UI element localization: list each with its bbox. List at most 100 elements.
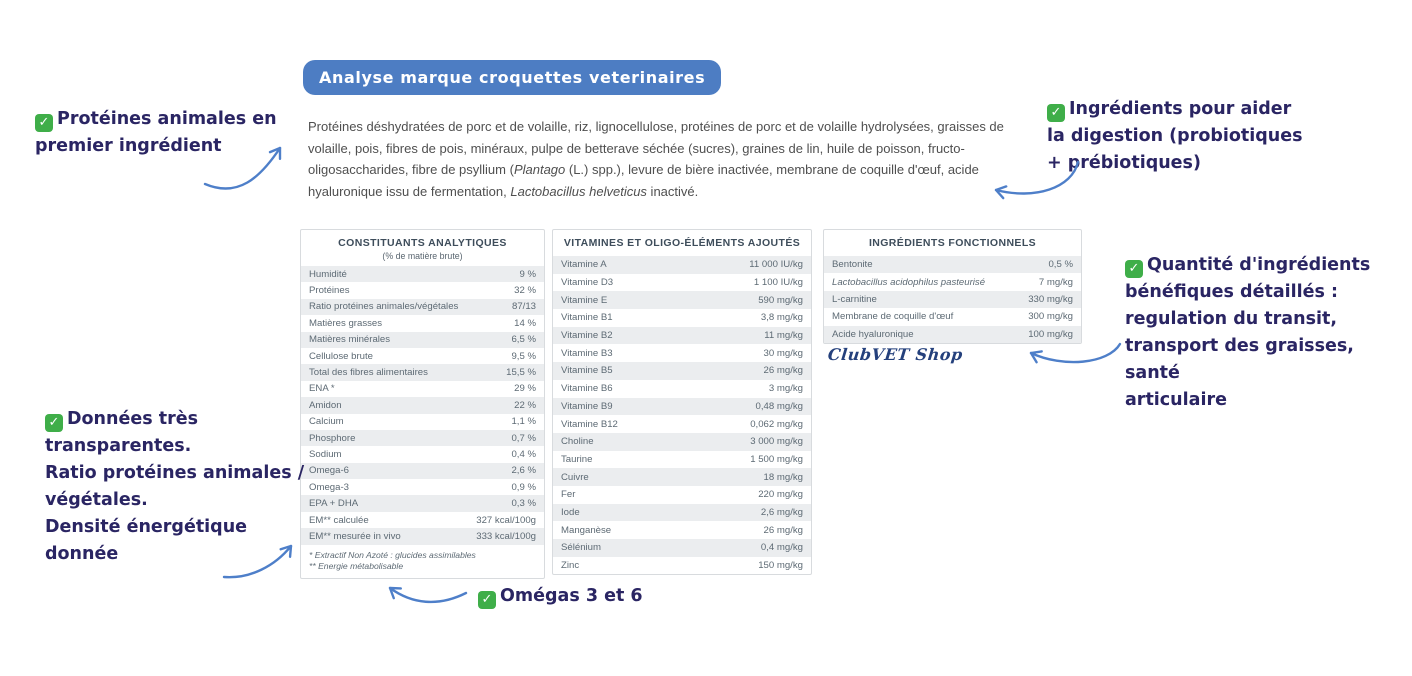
row-label: Manganèse [561, 524, 612, 536]
table-row: Calcium 1,1 % [301, 414, 544, 430]
annotation-transparency: ✓ Données très transparentes. Ratio proté… [45, 406, 320, 568]
row-value: 0,3 % [511, 498, 536, 510]
row-value: 0,7 % [511, 432, 536, 444]
row-value: 22 % [514, 399, 536, 411]
row-label: Choline [561, 436, 594, 448]
ingredients-segment: Protéines déshydratées de porc et de vol… [308, 119, 1004, 177]
row-label: Sodium [309, 448, 342, 460]
row-value: 15,5 % [506, 367, 536, 379]
annotation-text: Données très transparentes. Ratio protéi… [45, 409, 305, 564]
row-label: Vitamine B1 [561, 312, 613, 324]
annotation-text: Quantité d'ingrédients bénéfiques détail… [1125, 255, 1371, 410]
row-value: 7 mg/kg [1038, 276, 1073, 288]
ingredients-segment: inactivé. [646, 183, 699, 199]
row-value: 9 % [519, 268, 536, 280]
row-value: 18 mg/kg [763, 471, 803, 483]
footnote-line: * Extractif Non Azoté : glucides assimil… [309, 549, 476, 560]
ingredients-segment: Plantago [513, 162, 566, 177]
table-row: Cellulose brute 9,5 % [301, 348, 544, 364]
check-icon: ✓ [1047, 104, 1065, 122]
annotation-text: Omégas 3 et 6 [500, 586, 643, 606]
table-row: Vitamine A 11 000 IU/kg [553, 256, 811, 274]
row-label: EM** mesurée in vivo [309, 530, 401, 542]
row-value: 29 % [514, 383, 536, 395]
row-label: Humidité [309, 268, 347, 280]
row-label: L-carnitine [832, 293, 877, 305]
row-label: Lactobacillus acidophilus pasteurisé [832, 276, 986, 288]
annotation-digestion: ✓ Ingrédients pour aider la digestion (pr… [1047, 96, 1312, 177]
row-value: 26 mg/kg [763, 365, 803, 377]
table-row: Membrane de coquille d'œuf 300 mg/kg [824, 308, 1081, 325]
row-value: 1,1 % [511, 416, 536, 428]
table-row: Protéines 32 % [301, 282, 544, 298]
row-value: 0,4 mg/kg [760, 542, 803, 554]
table-row: Sélénium 0,4 mg/kg [553, 539, 811, 557]
annotation-text: Ingrédients pour aider la digestion (pro… [1047, 99, 1303, 173]
row-value: 300 mg/kg [1028, 311, 1073, 323]
table-row: EM** mesurée in vivo 333 kcal/100g [301, 528, 544, 545]
table-row: ENA * 29 % [301, 381, 544, 397]
row-value: 11 mg/kg [764, 330, 803, 342]
table-row: L-carnitine 330 mg/kg [824, 290, 1081, 309]
table-row: Acide hyaluronique 100 mg/kg [824, 325, 1081, 343]
row-label: Vitamine B2 [561, 330, 613, 342]
annotation-text: Protéines animales en premier ingrédient [35, 109, 277, 156]
row-label: Zinc [561, 560, 580, 572]
table-subtitle: (% de matière brute) [382, 251, 463, 261]
row-label: Acide hyaluronique [832, 328, 914, 340]
row-label: Calcium [309, 416, 344, 428]
table-row: Vitamine B12 0,062 mg/kg [553, 415, 811, 433]
row-value: 0,48 mg/kg [755, 400, 803, 412]
table-row: Choline 3 000 mg/kg [553, 432, 811, 451]
table-row: Vitamine B6 3 mg/kg [553, 380, 811, 398]
row-value: 0,062 mg/kg [750, 418, 803, 430]
row-value: 9,5 % [511, 350, 536, 362]
row-value: 150 mg/kg [758, 560, 803, 572]
row-label: Vitamine B12 [561, 418, 618, 430]
table-row: Vitamine E 590 mg/kg [553, 291, 811, 310]
row-value: 330 mg/kg [1028, 293, 1073, 305]
table-vitamines-oligo-elements: VITAMINES ET OLIGO-ÉLÉMENTS AJOUTÉS Vitam… [552, 229, 812, 576]
row-value: 32 % [514, 285, 536, 297]
annotation-first-ingredient: ✓ Protéines animales en premier ingrédien… [35, 106, 290, 160]
table-title: VITAMINES ET OLIGO-ÉLÉMENTS AJOUTÉS [563, 237, 801, 249]
row-value: 3 mg/kg [768, 383, 803, 395]
row-value: 3 000 mg/kg [750, 436, 803, 448]
table-row: EM** calculée 327 kcal/100g [301, 512, 544, 528]
row-value: 100 mg/kg [1028, 328, 1073, 340]
row-value: 2,6 % [511, 465, 536, 477]
ingredients-segment: (L.) spp.), levure de bière inactivée, m… [308, 162, 979, 199]
row-label: Vitamine E [561, 294, 608, 306]
check-icon: ✓ [45, 414, 63, 432]
row-value: 0,5 % [1048, 259, 1073, 271]
table-row: Matières grasses 14 % [301, 315, 544, 331]
row-value: 0,4 % [511, 448, 536, 460]
table-row: Ratio protéines animales/végétales 87/13 [301, 298, 544, 316]
row-value: 333 kcal/100g [476, 530, 536, 542]
row-value: 2,6 mg/kg [760, 506, 803, 518]
table-row: Matières minérales 6,5 % [301, 331, 544, 348]
row-label: Cellulose brute [309, 350, 373, 362]
annotation-omegas: ✓ Omégas 3 et 6 [478, 583, 698, 610]
row-value: 30 mg/kg [763, 347, 803, 359]
ingredients-paragraph: Protéines déshydratées de porc et de vol… [308, 116, 1048, 202]
table-row: Vitamine B2 11 mg/kg [553, 326, 811, 345]
check-icon: ✓ [35, 114, 53, 132]
table-row: Vitamine B9 0,48 mg/kg [553, 397, 811, 416]
table-constituants-analytiques: CONSTITUANTS ANALYTIQUES (% de matière br… [300, 229, 545, 579]
row-label: Sélénium [561, 542, 601, 554]
table-ingredients-fonctionnels: INGRÉDIENTS FONCTIONNELS Bentonite 0,5 % La… [823, 229, 1082, 344]
table-row: Sodium 0,4 % [301, 446, 544, 462]
row-label: Omega-3 [309, 481, 349, 493]
row-label: Vitamine D3 [561, 277, 614, 289]
row-label: Iode [561, 506, 580, 518]
row-value: 6,5 % [511, 334, 536, 346]
check-icon: ✓ [1125, 260, 1143, 278]
page-title: Analyse marque croquettes veterinaires [303, 60, 722, 95]
row-value: 11 000 IU/kg [749, 259, 803, 271]
annotation-quantities: ✓ Quantité d'ingrédients bénéfiques détai… [1125, 252, 1410, 414]
row-label: Fer [561, 489, 576, 501]
table-row: Taurine 1 500 mg/kg [553, 451, 811, 469]
row-label: EM** calculée [309, 514, 369, 526]
